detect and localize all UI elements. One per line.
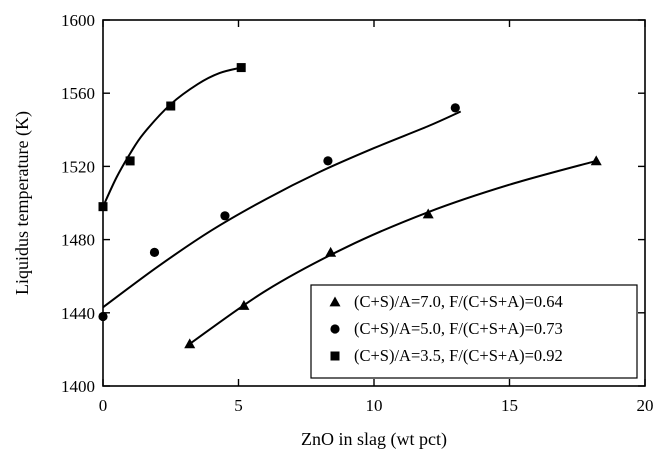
fit-curves (102, 66, 597, 345)
legend-markers (329, 296, 341, 361)
legend-marker-series-3 (330, 351, 340, 361)
fit-curve-series-2 (102, 110, 462, 309)
data-point-series-1 (184, 338, 196, 349)
fit-curve-series-3 (102, 66, 242, 208)
y-tick-label: 1600 (61, 11, 95, 30)
data-point-series-3 (125, 156, 135, 166)
x-tick-label: 10 (366, 396, 383, 415)
data-point-series-3 (98, 202, 108, 212)
data-point-series-2 (149, 247, 160, 258)
data-points (98, 63, 602, 349)
legend-box (310, 284, 638, 379)
data-point-series-2 (220, 211, 230, 221)
x-axis-title: ZnO in slag (wt pct) (301, 429, 447, 450)
legend-label-series-2: (C+S)/A=5.0, F/(C+S+A)=0.73 (354, 319, 563, 338)
y-tick-label: 1480 (61, 231, 95, 250)
legend: (C+S)/A=7.0, F/(C+S+A)=0.64 (C+S)/A=5.0,… (310, 284, 638, 379)
data-point-series-1 (590, 155, 602, 166)
legend-marker-series-2 (330, 324, 340, 334)
data-point-series-2 (450, 103, 460, 113)
y-axis-title: Liquidus temperature (K) (12, 111, 33, 295)
x-tick-label: 5 (234, 396, 243, 415)
data-point-series-3 (236, 63, 246, 73)
data-point-series-2 (98, 311, 108, 322)
y-tick-label: 1440 (61, 304, 95, 323)
data-point-series-3 (166, 101, 176, 111)
y-tick-label: 1400 (61, 377, 95, 396)
legend-marker-series-1 (329, 296, 341, 307)
x-tick-label: 0 (99, 396, 108, 415)
data-point-series-2 (323, 156, 333, 166)
x-tick-label: 15 (501, 396, 518, 415)
legend-label-series-1: (C+S)/A=7.0, F/(C+S+A)=0.64 (354, 292, 563, 311)
y-tick-label: 1560 (61, 84, 95, 103)
fit-curve-series-1 (189, 159, 597, 345)
x-tick-label: 20 (637, 396, 654, 415)
y-tick-label: 1520 (61, 157, 95, 176)
data-point-series-1 (238, 299, 250, 310)
legend-label-series-3: (C+S)/A=3.5, F/(C+S+A)=0.92 (354, 346, 563, 365)
data-point-series-1 (325, 246, 337, 257)
data-point-series-1 (422, 208, 434, 219)
